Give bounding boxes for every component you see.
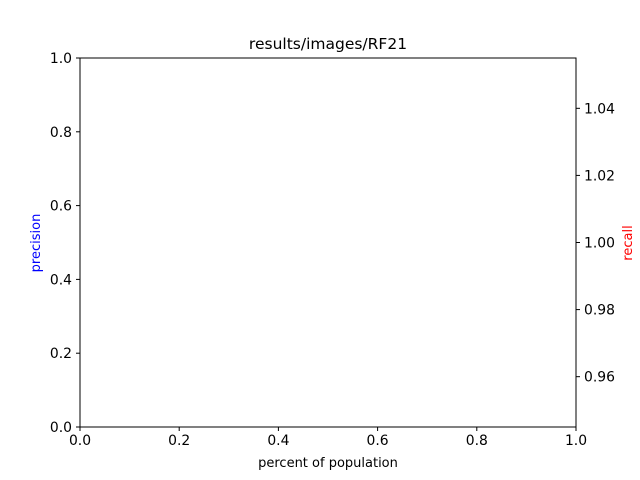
y-axis-left-ticks: 0.0 0.2 0.4 0.6 0.8 1.0: [50, 51, 80, 436]
x-tick-label: 0.6: [367, 433, 389, 449]
y-right-tick-label: 0.98: [584, 303, 615, 319]
x-tick-label: 0.2: [168, 433, 190, 449]
y-tick-label: 0.8: [50, 125, 72, 141]
y-axis-right-label: recall: [621, 225, 636, 260]
x-tick-label: 1.0: [565, 433, 587, 449]
y-tick-label: 1.0: [50, 51, 72, 67]
x-tick-label: 0.4: [267, 433, 289, 449]
y-tick-label: 0.2: [50, 346, 72, 362]
y-tick-label: 0.0: [50, 420, 72, 436]
y-right-tick-label: 1.02: [584, 168, 615, 184]
plot-area: [79, 57, 577, 428]
y-right-tick-label: 1.04: [584, 101, 615, 117]
x-tick-label: 0.0: [69, 433, 91, 449]
x-axis-label: percent of population: [258, 456, 398, 471]
y-tick-label: 0.6: [50, 199, 72, 215]
x-tick-label: 0.8: [466, 433, 488, 449]
x-axis-ticks: 0.0 0.2 0.4 0.6 0.8 1.0: [69, 427, 587, 449]
y-tick-label: 0.4: [50, 272, 72, 288]
y-right-tick-label: 1.00: [584, 236, 615, 252]
y-axis-right-ticks: 0.96 0.98 1.00 1.02 1.04: [576, 101, 615, 386]
y-axis-left-label: precision: [29, 214, 44, 273]
chart-title: results/images/RF21: [249, 35, 407, 53]
y-right-tick-label: 0.96: [584, 370, 615, 386]
